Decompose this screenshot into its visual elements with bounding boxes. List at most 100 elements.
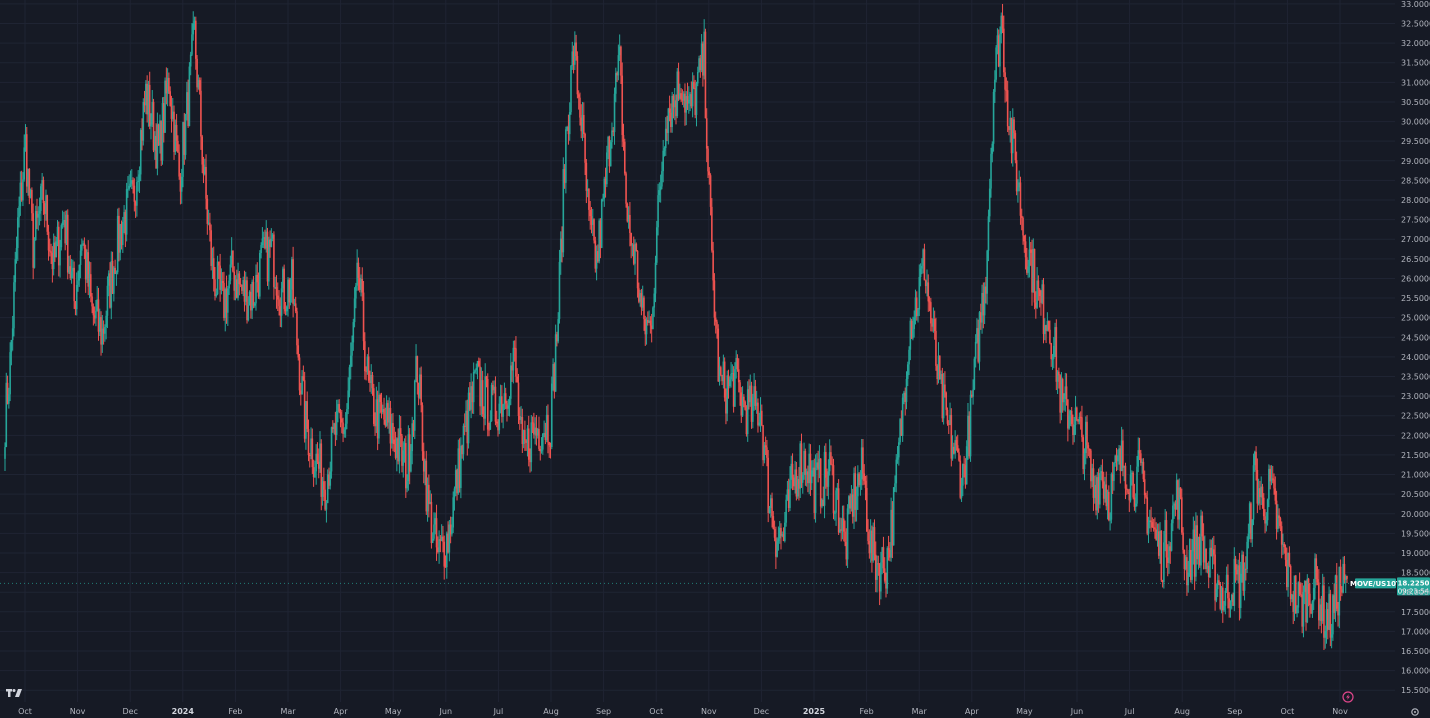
candle xyxy=(591,208,594,236)
candle-body xyxy=(516,376,519,383)
candle xyxy=(880,551,882,600)
candle-body xyxy=(69,266,72,279)
candle-body xyxy=(901,397,904,436)
candle-body xyxy=(267,239,270,282)
candle xyxy=(849,493,851,515)
candle-body xyxy=(411,423,414,452)
lightning-icon[interactable] xyxy=(1342,691,1354,703)
candle xyxy=(1122,429,1124,477)
candle-body xyxy=(1172,505,1174,524)
candle-body xyxy=(357,262,360,278)
candle-body xyxy=(466,410,469,444)
candle-body xyxy=(552,364,554,384)
candle xyxy=(598,218,600,264)
candle-body xyxy=(717,328,720,382)
candle-body xyxy=(591,219,594,225)
candle xyxy=(1100,464,1102,481)
price-axis[interactable]: 15.500016.000016.500017.000017.500018.00… xyxy=(1401,0,1430,695)
candle-body xyxy=(1339,566,1342,590)
candle xyxy=(1287,552,1289,597)
candle-body xyxy=(944,384,946,393)
time-axis[interactable]: Oct Nov Dec 2024 Feb Mar Apr May Jun Jul Aug Sep Oct… xyxy=(18,707,1348,716)
candle xyxy=(938,355,941,380)
candle xyxy=(42,176,45,215)
candle-body xyxy=(995,47,997,80)
candle xyxy=(1088,448,1091,458)
candle xyxy=(120,220,123,250)
candle xyxy=(155,123,157,169)
candle-body xyxy=(1164,520,1166,543)
candle-body xyxy=(170,105,173,119)
candle-body xyxy=(1145,495,1147,498)
candle-body xyxy=(699,58,702,71)
candle xyxy=(695,81,698,127)
candle xyxy=(881,546,883,575)
candle xyxy=(64,210,66,251)
candle-body xyxy=(1206,565,1209,570)
candle-body xyxy=(1245,568,1247,570)
candle xyxy=(440,524,443,542)
candle-body xyxy=(443,541,446,567)
candle-body xyxy=(746,389,749,435)
candle xyxy=(746,381,749,442)
candle xyxy=(387,400,389,429)
candle-body xyxy=(426,484,429,512)
candle-body xyxy=(626,203,629,222)
candle xyxy=(1076,406,1078,422)
candle xyxy=(791,453,794,491)
candle xyxy=(518,407,521,430)
candle-body xyxy=(480,380,483,407)
y-tick-label: 32.5000 xyxy=(1401,20,1430,29)
candle xyxy=(1219,581,1222,611)
tradingview-logo-icon[interactable] xyxy=(6,689,22,697)
candle-body xyxy=(853,473,855,517)
candle-body xyxy=(780,527,782,536)
candle xyxy=(287,277,289,317)
candle-body xyxy=(1233,558,1236,606)
candle-body xyxy=(1287,552,1289,588)
candle xyxy=(408,428,411,485)
candle xyxy=(626,202,629,223)
candle xyxy=(1307,577,1310,607)
candle-body xyxy=(1131,472,1133,475)
candle xyxy=(412,419,415,437)
candle-body xyxy=(1241,554,1243,574)
candle xyxy=(50,243,52,264)
settings-gear-icon[interactable] xyxy=(1411,708,1419,716)
candle-body xyxy=(558,261,561,320)
y-tick-label: 17.5000 xyxy=(1401,608,1430,617)
candle xyxy=(807,465,809,493)
candle xyxy=(394,431,397,460)
candle-body xyxy=(428,484,430,504)
candle-body xyxy=(315,453,317,472)
candle xyxy=(37,206,40,231)
candle-body xyxy=(279,306,282,316)
candle xyxy=(874,541,877,593)
candle-body xyxy=(668,108,671,113)
candle xyxy=(1283,541,1286,554)
candle xyxy=(247,296,250,322)
candle-body xyxy=(1045,325,1047,331)
candle xyxy=(106,276,109,329)
candle-body xyxy=(520,416,522,420)
candle xyxy=(1146,490,1149,536)
candle-body xyxy=(369,380,371,384)
candle xyxy=(1045,324,1047,343)
candle xyxy=(457,439,460,495)
candle-body xyxy=(457,448,460,494)
candle xyxy=(904,387,907,416)
candle-body xyxy=(1008,126,1010,130)
candle-body xyxy=(42,180,45,204)
candle xyxy=(748,379,750,410)
candle xyxy=(723,357,726,402)
candle xyxy=(836,483,839,500)
candle xyxy=(352,318,355,351)
candle-body xyxy=(305,401,307,439)
candle xyxy=(362,281,365,351)
candle-body xyxy=(667,108,670,134)
candle-body xyxy=(696,71,699,84)
candle xyxy=(1154,517,1156,539)
candle xyxy=(1292,590,1295,625)
